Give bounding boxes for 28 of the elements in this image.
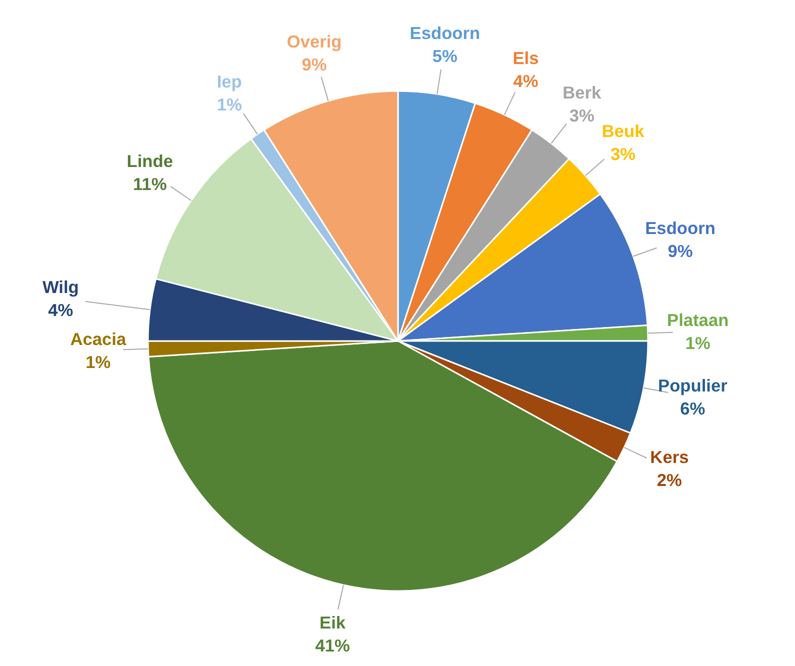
data-label: 11%	[133, 174, 167, 194]
slice-label: Iep	[216, 71, 242, 92]
slice-label: Kers	[650, 447, 689, 468]
slice-label: Populier	[658, 376, 728, 396]
data-label: 2%	[656, 470, 682, 490]
data-label: 9%	[668, 240, 693, 261]
data-label: 9%	[302, 54, 327, 74]
data-label: 3%	[569, 105, 594, 126]
data-label: 5%	[432, 46, 458, 66]
slice-label: Overig	[286, 31, 342, 52]
data-label: 3%	[610, 144, 636, 164]
slice-label: Wilg	[42, 276, 79, 297]
data-label: 4%	[513, 71, 538, 92]
slice-label: Plataan	[667, 310, 729, 330]
slice-label: Esdoorn	[410, 23, 480, 44]
data-label: 1%	[86, 352, 111, 372]
data-label: 1%	[685, 333, 710, 354]
slice-label: Berk	[562, 82, 602, 102]
slice-label: Esdoorn	[645, 218, 716, 238]
data-label: 6%	[680, 398, 706, 419]
data-label: 4%	[48, 300, 74, 320]
slice-label: Eik	[320, 612, 346, 632]
slice-label: Beuk	[602, 121, 645, 142]
slice-label: Acacia	[70, 328, 126, 349]
data-label: 41%	[315, 635, 350, 656]
slice-label: Els	[512, 48, 539, 68]
slice-label: Linde	[126, 150, 174, 171]
data-label: 1%	[216, 94, 242, 114]
